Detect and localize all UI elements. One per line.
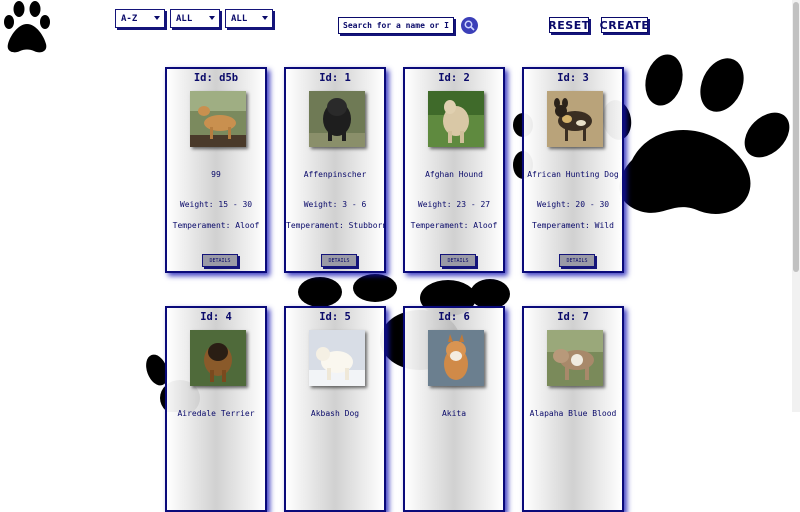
source-select[interactable]: ALL bbox=[225, 9, 273, 28]
search-icon bbox=[464, 20, 475, 31]
breed-name: 99 bbox=[211, 170, 221, 179]
breed-weight: Weight: 20 - 30 bbox=[536, 200, 610, 209]
source-select-value: ALL bbox=[231, 13, 248, 24]
search-input[interactable] bbox=[338, 17, 454, 34]
breed-card[interactable]: Id: 1 Affenpinscher Weight: 3 - 6 Temper… bbox=[284, 67, 386, 273]
temperament-select[interactable]: ALL bbox=[170, 9, 220, 28]
card-id: Id: 2 bbox=[438, 72, 470, 84]
breed-photo bbox=[190, 91, 246, 147]
breed-card[interactable]: Id: d5b 99 Weight: 15 - 30 Temperament: … bbox=[165, 67, 267, 273]
details-button[interactable]: DETAILS bbox=[321, 254, 357, 267]
reset-button[interactable]: RESET bbox=[548, 17, 590, 33]
breed-name: Alapaha Blue Blood bbox=[529, 409, 617, 418]
breed-temperament: Temperament: Aloof bbox=[410, 221, 498, 230]
breed-card[interactable]: Id: 5 Akbash Dog bbox=[284, 306, 386, 512]
breed-photo bbox=[428, 330, 484, 386]
chevron-down-icon bbox=[154, 16, 160, 20]
breed-weight: Weight: 3 - 6 bbox=[303, 200, 367, 209]
breed-photo bbox=[309, 330, 365, 386]
breed-name: Airedale Terrier bbox=[177, 409, 255, 418]
breed-card[interactable]: Id: 4 Airedale Terrier bbox=[165, 306, 267, 512]
breed-card[interactable]: Id: 2 Afghan Hound Weight: 23 - 27 Tempe… bbox=[403, 67, 505, 273]
temperament-select-value: ALL bbox=[176, 13, 193, 24]
breed-photo bbox=[428, 91, 484, 147]
card-id: Id: d5b bbox=[193, 72, 239, 84]
details-button[interactable]: DETAILS bbox=[559, 254, 595, 267]
search-button[interactable] bbox=[461, 17, 478, 34]
breed-card[interactable]: Id: 6 Akita bbox=[403, 306, 505, 512]
breed-name: Affenpinscher bbox=[303, 170, 367, 179]
details-button[interactable]: DETAILS bbox=[202, 254, 238, 267]
breed-name: Akita bbox=[441, 409, 467, 418]
scrollbar-thumb[interactable] bbox=[793, 2, 799, 272]
vertical-scrollbar[interactable] bbox=[792, 0, 800, 412]
breed-card[interactable]: Id: 7 Alapaha Blue Blood bbox=[522, 306, 624, 512]
paw-logo-icon bbox=[4, 1, 50, 53]
details-button[interactable]: DETAILS bbox=[440, 254, 476, 267]
breed-temperament: Temperament: Wild bbox=[532, 221, 614, 230]
breed-photo bbox=[547, 91, 603, 147]
breed-temperament: Temperament: Aloof bbox=[172, 221, 260, 230]
chevron-down-icon bbox=[209, 16, 215, 20]
order-select-value: A-Z bbox=[121, 13, 138, 24]
breed-photo bbox=[309, 91, 365, 147]
card-id: Id: 4 bbox=[200, 311, 232, 323]
card-id: Id: 7 bbox=[557, 311, 589, 323]
breed-weight: Weight: 15 - 30 bbox=[179, 200, 253, 209]
order-select[interactable]: A-Z bbox=[115, 9, 165, 28]
breed-temperament: Temperament: Stubborn bbox=[286, 221, 386, 230]
breed-name: Akbash Dog bbox=[310, 409, 360, 418]
create-button[interactable]: CREATE bbox=[599, 17, 650, 33]
breed-card[interactable]: Id: 3 African Hunting Dog Weight: 20 - 3… bbox=[522, 67, 624, 273]
card-id: Id: 5 bbox=[319, 311, 351, 323]
card-id: Id: 1 bbox=[319, 72, 351, 84]
card-id: Id: 3 bbox=[557, 72, 589, 84]
card-id: Id: 6 bbox=[438, 311, 470, 323]
breed-weight: Weight: 23 - 27 bbox=[417, 200, 491, 209]
breed-name: Afghan Hound bbox=[425, 170, 483, 179]
chevron-down-icon bbox=[262, 16, 268, 20]
breed-photo bbox=[190, 330, 246, 386]
breed-photo bbox=[547, 330, 603, 386]
breed-name: African Hunting Dog bbox=[527, 170, 619, 179]
